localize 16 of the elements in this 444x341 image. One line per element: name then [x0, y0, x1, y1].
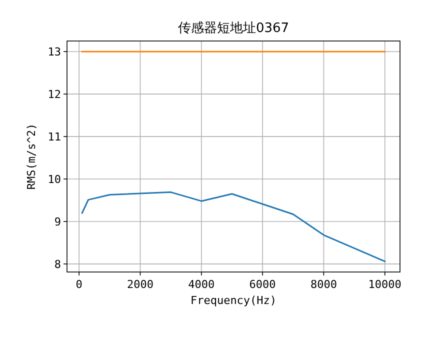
- y-tick-label: 13: [48, 46, 61, 59]
- y-tick-label: 10: [48, 173, 61, 186]
- x-axis-title: Frequency(Hz): [190, 294, 277, 307]
- line-series: [81, 191, 386, 262]
- x-tick-label: 8000: [310, 278, 337, 291]
- y-tick-label: 8: [54, 258, 61, 271]
- x-tick-label: 2000: [126, 278, 154, 291]
- chart-title: 传感器短地址0367: [178, 21, 290, 36]
- x-tick-label: 6000: [249, 278, 276, 291]
- y-tick-label: 9: [54, 215, 61, 228]
- y-tick-label: 11: [48, 130, 61, 144]
- x-tick-label: 0: [76, 278, 82, 291]
- x-tick-label: 4000: [188, 278, 215, 291]
- y-axis-title: RMS(m/s^2): [25, 123, 38, 190]
- y-tick-label: 12: [48, 88, 61, 102]
- x-tick-label: 10000: [368, 278, 402, 291]
